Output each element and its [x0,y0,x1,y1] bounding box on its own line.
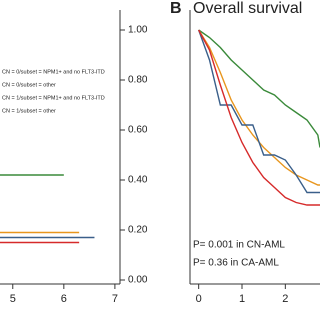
y-tick-label: 0.20 [128,225,148,236]
x-tick-label: 5 [10,293,16,305]
annotation: P= 0.001 in CN-AML [193,240,285,251]
legend-label: CN = 1/subset = NPM1+ and no FLT3-ITD [2,95,105,101]
legend-label: CN = 1/subset = other [2,108,56,114]
y-tick-label: 0.00 [128,275,148,286]
y-tick-label: 0.40 [128,175,148,186]
x-tick-label: 6 [61,293,67,305]
x-tick-label: 2 [282,293,288,305]
chart-title: Overall survival [193,0,302,17]
survival-line [198,29,320,186]
x-tick-label: 1 [239,293,245,305]
annotation: P= 0.36 in CA-AML [193,258,279,269]
survival-line [198,29,320,194]
y-tick-label: 0.80 [128,75,148,86]
survival-line [198,29,320,148]
x-tick-label: 0 [196,293,202,305]
legend-label: CN = 0/subset = NPM1+ and no FLT3-ITD [2,69,105,75]
y-tick-label: 1.00 [128,25,148,36]
panel-label: B [170,0,182,17]
y-tick-label: 0.60 [128,125,148,136]
survival-line [198,29,320,206]
legend-label: CN = 0/subset = other [2,82,56,88]
x-tick-label: 7 [112,293,118,305]
